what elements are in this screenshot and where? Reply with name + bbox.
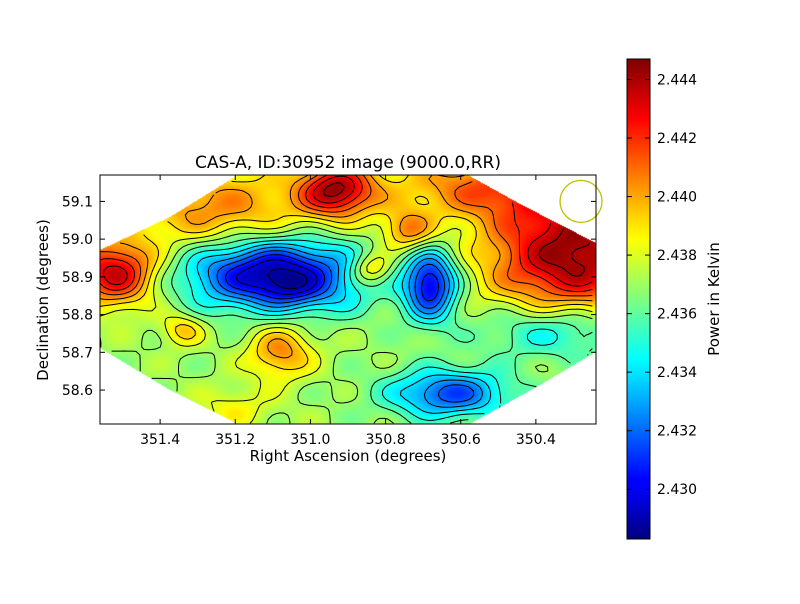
colorbar-tick-label: 2.444 [657, 72, 697, 88]
x-tick-label: 350.6 [441, 432, 481, 448]
y-axis-ticks: 58.6 58.7 58.8 58.9 59.0 59.1 [62, 194, 596, 399]
colorbar-tick-label: 2.442 [657, 131, 697, 147]
y-axis-label: Declination (degrees) [34, 219, 52, 381]
x-tick-label: 351.2 [215, 432, 255, 448]
y-tick-label: 58.7 [62, 345, 93, 361]
y-tick-label: 59.1 [62, 194, 93, 210]
x-axis-label: Right Ascension (degrees) [250, 447, 447, 465]
beam-circle [559, 179, 603, 224]
colorbar-label: Power in Kelvin [705, 242, 723, 356]
colorbar-tick-label: 2.436 [657, 307, 697, 323]
colorbar-tick-label: 2.430 [657, 482, 697, 498]
colorbar-gradient [626, 58, 651, 540]
x-axis-ticks: 351.4 351.2 351.0 350.8 350.6 350.4 [140, 175, 556, 448]
y-tick-label: 59.0 [62, 232, 93, 248]
colorbar-tick-label: 2.440 [657, 190, 697, 206]
plot-frame [99, 174, 597, 425]
contour-path [100, 175, 593, 424]
x-tick-label: 350.8 [366, 432, 406, 448]
colorbar-tick-label: 2.432 [657, 424, 697, 440]
colorbar-ticks: 2.430 2.432 2.434 2.436 2.438 2.440 2.442 2.444 [627, 72, 697, 498]
x-tick-label: 351.0 [290, 432, 330, 448]
chart-title: CAS-A, ID:30952 image (9000.0,RR) [195, 153, 501, 173]
contour-lines [100, 175, 593, 424]
heatmap-image [100, 175, 596, 424]
colorbar-tick-label: 2.438 [657, 248, 697, 264]
colorbar-tick-label: 2.434 [657, 365, 697, 381]
y-tick-label: 58.8 [62, 308, 93, 324]
x-tick-label: 351.4 [140, 432, 180, 448]
colorbar: 2.430 2.432 2.434 2.436 2.438 2.440 2.442 2.444… [626, 58, 723, 540]
x-tick-label: 350.4 [516, 432, 556, 448]
y-tick-label: 58.6 [62, 383, 93, 399]
plot-area [100, 175, 596, 424]
y-tick-label: 58.9 [62, 270, 93, 286]
